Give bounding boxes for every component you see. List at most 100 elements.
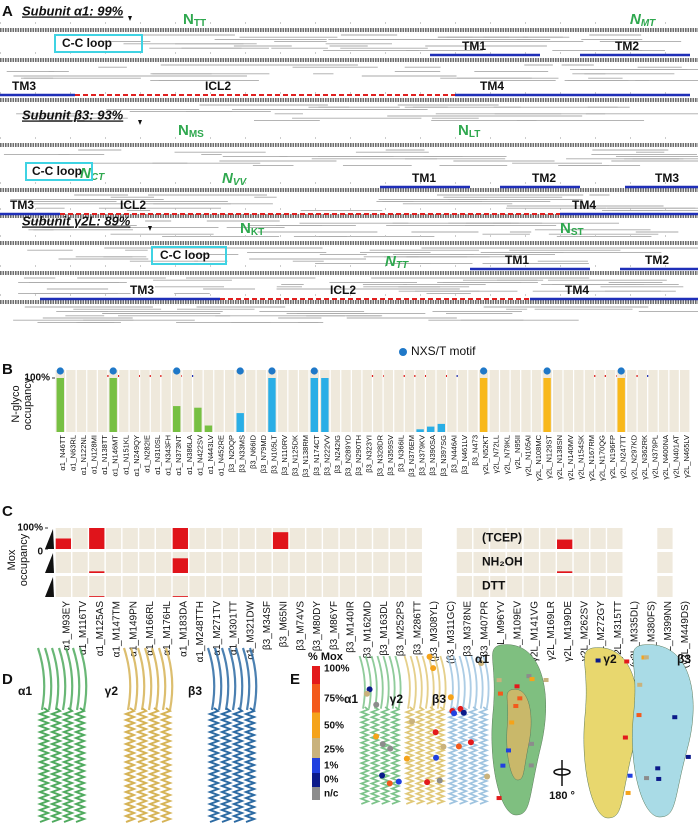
glyco-site: NKT (240, 220, 264, 238)
heat-bar (557, 571, 573, 573)
x-tick-label: β3_N323YI (365, 435, 374, 473)
x-tick-label: β3_N390SA (428, 435, 437, 476)
row-wedge (45, 553, 54, 573)
y-axis-label: occupancy (18, 533, 30, 586)
cell-background (573, 576, 590, 597)
cell-background (658, 370, 669, 432)
glyco-sequon: MT (641, 18, 656, 29)
x-tick-label: β3_N328DR (375, 434, 384, 476)
glyco-n: N (240, 220, 251, 237)
cell-background (456, 552, 473, 573)
cell-background (563, 370, 573, 432)
cell-background (76, 370, 87, 432)
region-label: ICL2 (120, 198, 146, 212)
mox-patch (497, 691, 503, 696)
subunit-label: β3 (432, 692, 446, 706)
cell-background (490, 528, 506, 549)
cell-background (89, 576, 105, 597)
x-tick-label: α1_M321DW (245, 600, 256, 659)
x-tick-label: γ2L_M315TT (613, 601, 624, 660)
region-label: TM2 (645, 253, 669, 267)
mox-patch (528, 763, 534, 768)
cell-background (72, 576, 88, 597)
beta-strand (248, 647, 258, 711)
cell-background (362, 370, 372, 432)
motif-dot (480, 367, 488, 375)
bar (321, 378, 329, 432)
y-axis-label: Mox (6, 549, 18, 570)
glyco-sequon: CT (91, 172, 105, 183)
region-label: TM1 (412, 171, 436, 185)
alpha-helix (207, 707, 221, 823)
x-tick-label: α1_N63RL (68, 435, 77, 471)
x-tick-label: (γ2L_M335DL) (630, 601, 641, 667)
mox-patch (505, 748, 511, 753)
alpha-helix (37, 707, 51, 823)
cell-background (256, 528, 272, 549)
x-tick-label: β3_N79MD (259, 434, 268, 473)
mox-dot (424, 779, 431, 786)
cell-background (97, 370, 108, 432)
cell-background (306, 528, 322, 549)
cell-background (607, 576, 623, 597)
alpha-helix (369, 706, 381, 805)
cell-background (557, 552, 573, 573)
beta-strand (136, 647, 146, 711)
x-tick-label: β3_N33MS (238, 435, 247, 473)
mox-patch (655, 766, 661, 771)
y-tick-label: 100% (24, 373, 50, 384)
cell-background (105, 528, 122, 549)
cell-background (299, 370, 309, 432)
x-tick-label: α1_N373NT (174, 435, 183, 476)
row-label: DTT (482, 579, 506, 593)
x-tick-label: α1_N138TT (100, 435, 109, 475)
cell-background (406, 552, 422, 573)
alpha-helix (389, 706, 402, 805)
x-tick-label: β3_M80DY (312, 601, 323, 652)
x-tick-label: γ2L_N129ST (545, 435, 554, 479)
cell-background (306, 552, 322, 573)
mox-dot (433, 754, 440, 761)
cleavage-marker (148, 226, 152, 231)
cell-background (607, 528, 623, 549)
cell-background (373, 370, 383, 432)
cell-background (523, 528, 539, 549)
bar (194, 407, 202, 432)
cell-background (55, 576, 72, 597)
glyco-n: N (560, 220, 571, 237)
heat-bar (272, 532, 289, 549)
cell-background (105, 576, 122, 597)
panel-letter: B (2, 361, 13, 378)
x-tick-label: γ2L_N108MC (534, 434, 543, 480)
mox-dot (395, 778, 402, 785)
cell-background (206, 528, 222, 549)
cell-background (87, 370, 97, 432)
cell-background (394, 370, 404, 432)
mox-dot (386, 780, 393, 787)
cell-background (289, 528, 305, 549)
region-label: C-C loop (62, 36, 112, 50)
cell-background (404, 370, 415, 432)
mox-patch (624, 659, 630, 664)
alpha-helix (446, 706, 459, 805)
bar (268, 378, 276, 432)
x-tick-label: β3_N110RV (280, 435, 289, 475)
glyco-n: N (222, 170, 234, 187)
x-tick-label: γ2L_N52KT (481, 435, 490, 475)
cc-loop-box (25, 162, 93, 181)
beta-strand (143, 647, 153, 711)
beta-strand (36, 647, 46, 711)
x-tick-label: γ2L_M262SV (580, 601, 591, 661)
mox-dot (363, 690, 370, 697)
x-tick-label: β3_N138RM (301, 435, 310, 477)
heat-bar (557, 539, 573, 549)
surface-b3 (632, 644, 694, 818)
mox-patch (509, 720, 515, 725)
beta-strand (220, 647, 230, 711)
alpha-helix (135, 707, 149, 823)
x-tick-label: α1_M147TM (112, 601, 123, 657)
alpha-helix (123, 707, 137, 823)
x-tick-label: α1_N452RE (217, 435, 226, 476)
y-axis-label: N-glyco (10, 385, 22, 422)
beta-strand (433, 655, 441, 709)
